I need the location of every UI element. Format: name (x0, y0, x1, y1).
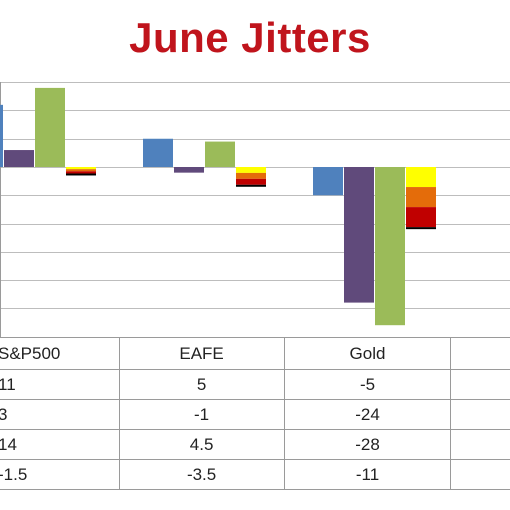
bar-segment (236, 172, 266, 179)
bar (313, 167, 343, 196)
data-cell: 5 (118, 369, 285, 400)
data-cell-empty (450, 429, 510, 460)
data-cell: 14 (0, 429, 120, 460)
bar (174, 167, 204, 173)
data-cell: -5 (283, 369, 452, 400)
data-cell-empty (450, 459, 510, 490)
category-label: Gold (283, 337, 452, 370)
category-label: EAFE (118, 337, 285, 370)
data-table-header-row: S&P500 EAFE Gold (0, 337, 510, 370)
data-cell: -24 (283, 399, 452, 430)
bar-segment (236, 184, 266, 187)
data-cell-empty (450, 399, 510, 430)
data-table: S&P500 EAFE Gold 11 5 -5 3 -1 -24 14 4.5… (0, 337, 510, 490)
bar (205, 141, 235, 167)
bar (35, 87, 65, 167)
bar-segment (406, 227, 436, 230)
bar-segment (236, 178, 266, 185)
data-cell: -28 (283, 429, 452, 460)
data-cell: 11 (0, 369, 120, 400)
data-cell: -1 (118, 399, 285, 430)
data-table-row: -1.5 -3.5 -11 (0, 459, 510, 490)
data-table-row: 11 5 -5 (0, 369, 510, 400)
category-label-empty (450, 337, 510, 370)
bar-segment (236, 167, 266, 173)
bar (0, 104, 3, 167)
category-label: S&P500 (0, 337, 120, 370)
bar-segment (406, 207, 436, 228)
data-table-row: 3 -1 -24 (0, 399, 510, 430)
bar (4, 150, 34, 167)
chart-plot-area (0, 82, 510, 337)
bar-segment (66, 171, 96, 174)
data-table-row: 14 4.5 -28 (0, 429, 510, 460)
bar (344, 167, 374, 303)
chart-title: June Jitters (129, 14, 371, 61)
bar-segment (406, 187, 436, 208)
bar (375, 167, 405, 326)
bar-segment (66, 167, 96, 170)
data-cell-empty (450, 369, 510, 400)
bar-segment (406, 167, 436, 188)
bar (143, 138, 173, 167)
data-cell: -3.5 (118, 459, 285, 490)
data-cell: 4.5 (118, 429, 285, 460)
data-cell: -11 (283, 459, 452, 490)
data-cell: -1.5 (0, 459, 120, 490)
bar-segment (66, 169, 96, 172)
bar-segment (66, 173, 96, 176)
data-cell: 3 (0, 399, 120, 430)
